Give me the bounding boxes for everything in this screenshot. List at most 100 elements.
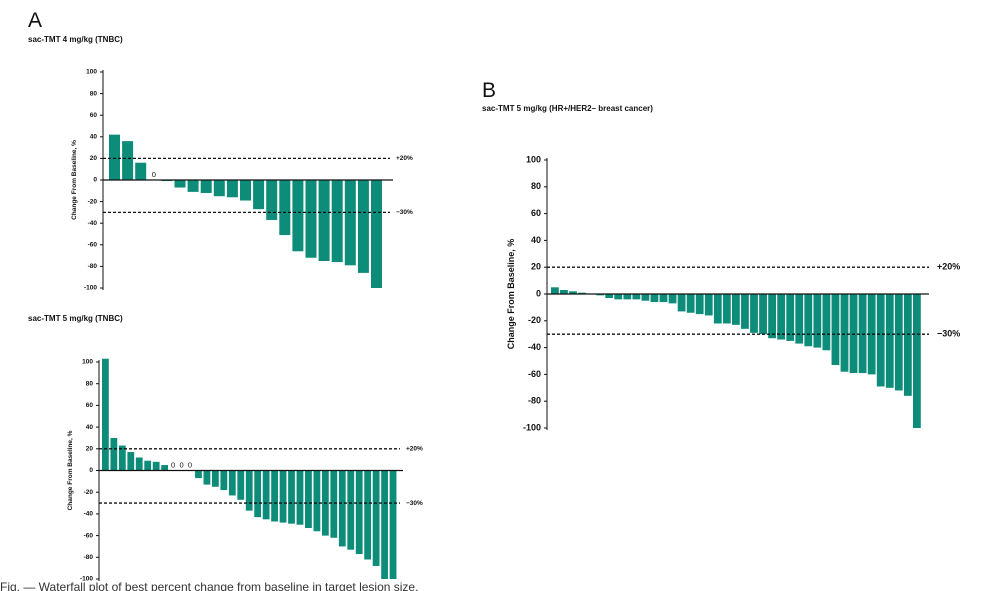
- chart-a2-bar: [144, 460, 152, 471]
- chart-b-bar: [885, 294, 894, 388]
- chart-a2-y-tick-label: -60: [84, 532, 94, 539]
- chart-b-bar: [695, 294, 704, 315]
- figure-caption: Fig. — Waterfall plot of best percent ch…: [0, 581, 419, 591]
- chart-b-bar: [849, 294, 858, 374]
- chart-a2-bar: [381, 470, 388, 579]
- chart-a2-y-tick-label: -40: [84, 511, 94, 518]
- chart-b-y-axis-title: Change From Baseline, %: [506, 239, 516, 350]
- chart-a2-plot: 100 80 60 40 20 0 -20 -40 -60 -80 -100 Change From …: [67, 359, 423, 583]
- chart-a2-bar: [355, 470, 363, 555]
- chart-a2-title: sac-TMT 5 mg/kg (TNBC): [28, 314, 123, 323]
- chart-b-bar: [813, 294, 822, 348]
- chart-b-title: sac-TMT 5 mg/kg (HR+/HER2– breast cancer…: [482, 104, 653, 113]
- chart-a1-bar: [135, 162, 147, 180]
- chart-a1-plot: 100 80 60 40 20 0 -20 -40 -60 -80 -100 Change From …: [71, 69, 413, 292]
- chart-a2-bar: [152, 461, 160, 471]
- chart-a2-y-axis-title: Change From Baseline, %: [67, 430, 74, 510]
- chart-a2-y-tick-label: 60: [86, 402, 94, 409]
- chart-b-bar: [858, 294, 867, 374]
- chart-b-bar: [913, 294, 921, 428]
- chart-b-bar: [623, 294, 632, 300]
- chart-a1-bar: [253, 180, 265, 210]
- chart-a1-bar: [122, 141, 134, 180]
- panel-a-label: A: [28, 9, 42, 32]
- chart-a2-y-tick-label: 20: [86, 446, 94, 453]
- chart-b-bar: [614, 294, 623, 300]
- chart-a1-y-axis-title: Change From Baseline, %: [71, 140, 78, 220]
- chart-b-bar: [894, 294, 903, 391]
- chart-b-y-tick-label: -100: [523, 422, 541, 432]
- chart-a2-bar: [347, 470, 355, 550]
- chart-b-y-tick-label: -20: [528, 315, 541, 325]
- chart-b-bar: [704, 294, 713, 316]
- chart-b-bar: [732, 294, 740, 325]
- chart-a2-y-tick-label: -100: [80, 576, 93, 583]
- chart-b-bar: [840, 294, 849, 372]
- chart-a1-y-tick-label: -20: [88, 198, 98, 205]
- chart-b-bar: [551, 287, 559, 294]
- chart-a2-zero-marker: 0: [171, 461, 175, 470]
- chart-a2-bar: [161, 465, 169, 471]
- chart-b-bar: [641, 294, 650, 301]
- chart-a2-bar: [305, 470, 312, 529]
- chart-a2-y-tick-label: 80: [86, 380, 94, 387]
- chart-a1-y-tick-label: -100: [84, 285, 97, 292]
- chart-b-bar: [795, 294, 804, 344]
- chart-b-bar: [605, 294, 614, 299]
- chart-b-y-tick-label: 80: [531, 181, 541, 191]
- chart-a2-zero-marker: 0: [188, 461, 192, 470]
- chart-b-bar: [750, 294, 758, 333]
- chart-b-bar: [659, 294, 668, 303]
- chart-a2-bar: [296, 470, 304, 525]
- chart-a1-zero-marker: 0: [152, 170, 156, 179]
- chart-b-bar: [804, 294, 813, 347]
- chart-b-bar: [713, 294, 722, 324]
- chart-a1-bar: [226, 180, 238, 198]
- chart-b-bar: [741, 294, 749, 329]
- chart-a2-y-tick-label: -20: [84, 489, 94, 496]
- chart-a1-bar: [240, 180, 251, 201]
- chart-b-bar: [759, 294, 767, 335]
- chart-a1-bar: [331, 180, 343, 263]
- chart-b-bar: [831, 294, 840, 366]
- chart-b-bar: [903, 294, 912, 396]
- chart-a2-bar: [313, 470, 321, 532]
- chart-a1-y-tick-label: -80: [88, 263, 98, 270]
- chart-a1-y-tick-label: 0: [93, 177, 97, 184]
- chart-a1-bar: [266, 180, 278, 220]
- chart-a1-y-tick-label: -60: [88, 242, 98, 249]
- chart-a1-bar: [318, 180, 330, 261]
- chart-b-bar: [867, 294, 876, 375]
- chart-b-bar: [677, 294, 686, 312]
- chart-a2-bar: [135, 457, 143, 471]
- chart-a1-reference-label: −30%: [396, 209, 413, 216]
- chart-a2-bar: [254, 470, 262, 518]
- chart-b-plot: 100 80 60 40 20 0 -20 -40 -60 -80 -100 Change From …: [506, 154, 960, 432]
- chart-b-y-tick-label: -80: [528, 396, 541, 406]
- chart-a1-bar: [357, 180, 369, 273]
- chart-a1-y-tick-label: 40: [90, 134, 98, 141]
- chart-b-bar: [686, 294, 695, 313]
- chart-a1-bar: [109, 134, 120, 180]
- chart-b-bar: [822, 294, 831, 351]
- chart-a1-y-tick-label: 100: [86, 69, 97, 76]
- chart-a2-bar: [127, 452, 135, 471]
- chart-a2-bar: [271, 470, 278, 522]
- chart-b-bar: [569, 291, 577, 294]
- chart-a2-bar: [364, 470, 372, 560]
- chart-a2-bar: [220, 470, 228, 491]
- chart-b-bar: [578, 292, 586, 294]
- chart-a2-bar: [245, 470, 253, 511]
- chart-a1-bar: [305, 180, 317, 258]
- chart-b-bar: [768, 294, 776, 339]
- chart-a2-reference-label: +20%: [406, 446, 423, 453]
- chart-a2-bar: [211, 470, 219, 487]
- chart-a2-y-tick-label: 0: [89, 467, 93, 474]
- chart-a1-y-tick-label: 80: [90, 90, 98, 97]
- chart-b-bar: [650, 294, 659, 303]
- chart-a1-bar: [174, 180, 186, 188]
- chart-a2-bar: [195, 470, 202, 479]
- chart-a2-bar: [118, 445, 126, 471]
- chart-a2-bar: [372, 470, 380, 566]
